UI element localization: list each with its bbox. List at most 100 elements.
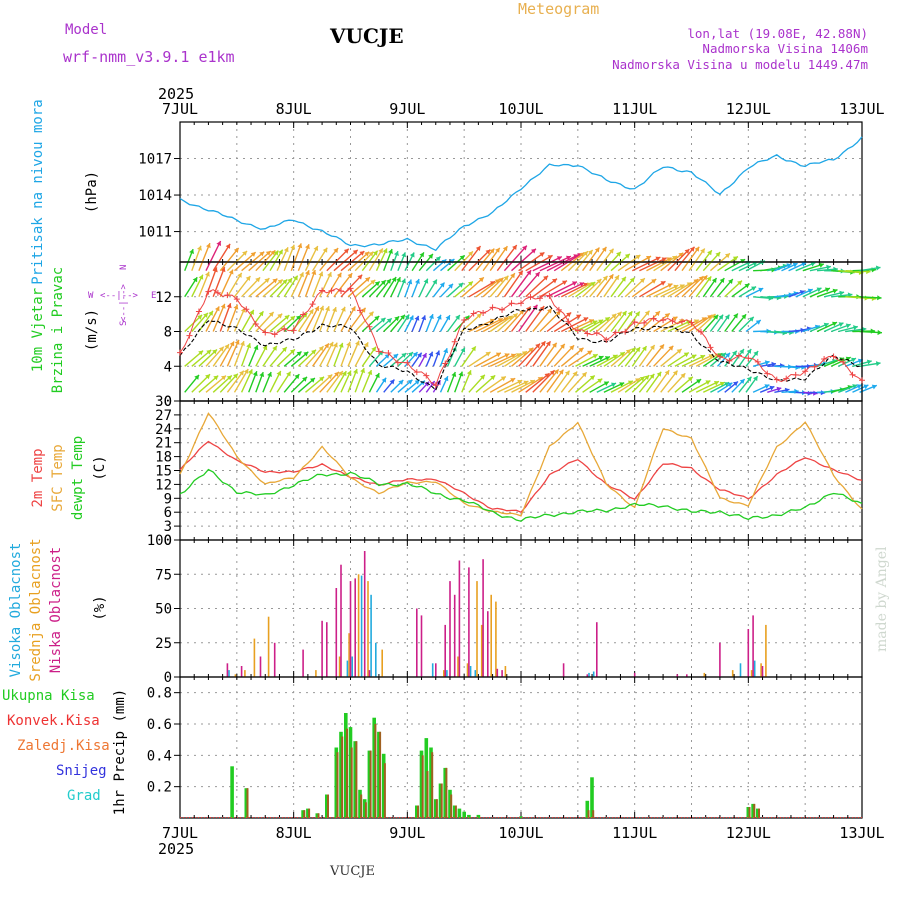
- temp-ytick-label: 6: [164, 505, 172, 521]
- wind-arrow-head: [407, 379, 413, 385]
- precip-panel: 0.2 0.4 0.6 0.8: [147, 676, 863, 819]
- wind-arrow-head: [338, 342, 344, 348]
- precip-conv-bar: [369, 750, 372, 818]
- wind-arrow-head: [408, 352, 413, 357]
- wind-arrow: [567, 371, 588, 393]
- wind-arrow-head: [576, 314, 581, 320]
- wind-arrow: [347, 307, 367, 332]
- precip-conv-bar: [308, 808, 311, 818]
- wind-arrow: [532, 308, 553, 332]
- precip-conv-bar: [421, 755, 424, 818]
- wind-arrow: [489, 377, 516, 393]
- precip-legend-total: Ukupna Kisa: [2, 688, 95, 704]
- wind-arrow-head: [504, 353, 510, 358]
- bottom-year-label: 2025: [158, 840, 194, 858]
- wind-arrow: [667, 248, 690, 272]
- wind-arrow: [503, 309, 525, 332]
- wind-arrow-head: [503, 317, 509, 322]
- wind-arrow-head: [507, 315, 513, 321]
- wind-arrow-head: [290, 349, 295, 355]
- wind-arrow: [539, 368, 560, 393]
- wind-arrow: [333, 249, 359, 272]
- wind-arrow: [475, 278, 501, 298]
- wind-arrow-head: [286, 371, 291, 377]
- wind-arrow: [639, 280, 666, 298]
- wind-arrow-head: [616, 251, 621, 257]
- wind-arrow-head: [673, 284, 679, 290]
- wind-arrow: [333, 306, 346, 332]
- wind-arrow: [212, 266, 226, 298]
- precip-total-bar: [358, 789, 362, 818]
- wind-arrow-head: [259, 372, 265, 377]
- wind-gust-marker: [309, 301, 316, 308]
- wind-arrow: [688, 353, 714, 367]
- wind-arrow-head: [666, 257, 672, 262]
- wind-arrow-head: [592, 320, 598, 326]
- wind-gust-marker: [366, 323, 373, 330]
- wind-arrow: [340, 250, 365, 272]
- wind-arrow-head: [624, 253, 630, 259]
- precip-conv-bar: [383, 763, 386, 818]
- wind-arrow: [695, 352, 720, 367]
- wind-gust-marker: [394, 359, 401, 366]
- wind-arrow-head: [308, 309, 314, 315]
- wind-arrow: [567, 250, 589, 272]
- precip-ytick-label: 0.4: [147, 748, 172, 764]
- wind-arrow: [596, 248, 615, 272]
- wind-arrow-head: [529, 379, 535, 385]
- precip-conv-bar: [454, 805, 457, 818]
- wind-gust-marker: [271, 331, 278, 338]
- precip-total-bar: [353, 741, 357, 818]
- wind-arrow-head: [604, 317, 610, 322]
- wind-arrow-head: [398, 380, 404, 385]
- wind-arrow-head: [432, 279, 437, 285]
- wind-arrow-head: [698, 276, 704, 282]
- wind-arrow-head: [572, 281, 577, 286]
- wind-arrow-head: [629, 277, 635, 283]
- wind-arrow-head: [863, 384, 869, 390]
- wind-arrow-head: [439, 282, 445, 288]
- wind-arrow-head: [233, 248, 239, 253]
- wind-arrow-head: [466, 370, 472, 376]
- wind-arrow-head: [386, 279, 391, 284]
- precip-conv-bar: [450, 794, 453, 818]
- temp-ytick-label: 27: [155, 408, 172, 424]
- wind-arrow-head: [852, 384, 858, 389]
- wind-arrow-head: [814, 324, 820, 330]
- wind-arrow-head: [409, 252, 415, 258]
- wind-arrow-head: [502, 246, 508, 252]
- temp-frame: [179, 400, 863, 541]
- wind-arrow: [461, 276, 485, 298]
- wind-arrow-head: [587, 350, 593, 356]
- pressure-ytick-label: 1017: [138, 152, 172, 168]
- wind-arrow-head: [732, 350, 737, 356]
- wind-arrow-head: [838, 322, 844, 327]
- wind-arrow-head: [853, 325, 858, 331]
- wind-arrow-head: [192, 277, 198, 283]
- wind-arrow-head: [221, 375, 226, 381]
- wind-arrow-head: [515, 353, 521, 358]
- wind-arrow: [546, 343, 566, 367]
- wind-arrow-head: [696, 379, 702, 384]
- wind-arrow: [589, 275, 609, 298]
- wind-arrow-head: [428, 314, 434, 319]
- wind-arrow-head: [224, 344, 229, 350]
- wind-arrow: [532, 340, 552, 367]
- wind-arrow-head: [297, 243, 303, 249]
- precip-conv-bar: [374, 724, 377, 818]
- wind-arrow-head: [494, 279, 500, 284]
- wind-arrow: [617, 377, 641, 393]
- wind-arrow-head: [212, 349, 217, 355]
- wind-arrow: [205, 240, 222, 272]
- wind-arrow: [475, 317, 504, 333]
- wind-arrow-head: [547, 308, 552, 314]
- precip-total-bar: [415, 805, 419, 818]
- wind-arrow-head: [733, 381, 738, 387]
- wind-arrow-head: [706, 276, 712, 282]
- wind-arrow-head: [598, 319, 604, 325]
- top-date-label-9jul: 9JUL: [389, 100, 425, 118]
- wind-arrow-head: [562, 280, 567, 286]
- wind-arrow-head: [630, 347, 636, 353]
- wind-arrow-head: [522, 245, 527, 251]
- precip-total-bar: [348, 727, 353, 818]
